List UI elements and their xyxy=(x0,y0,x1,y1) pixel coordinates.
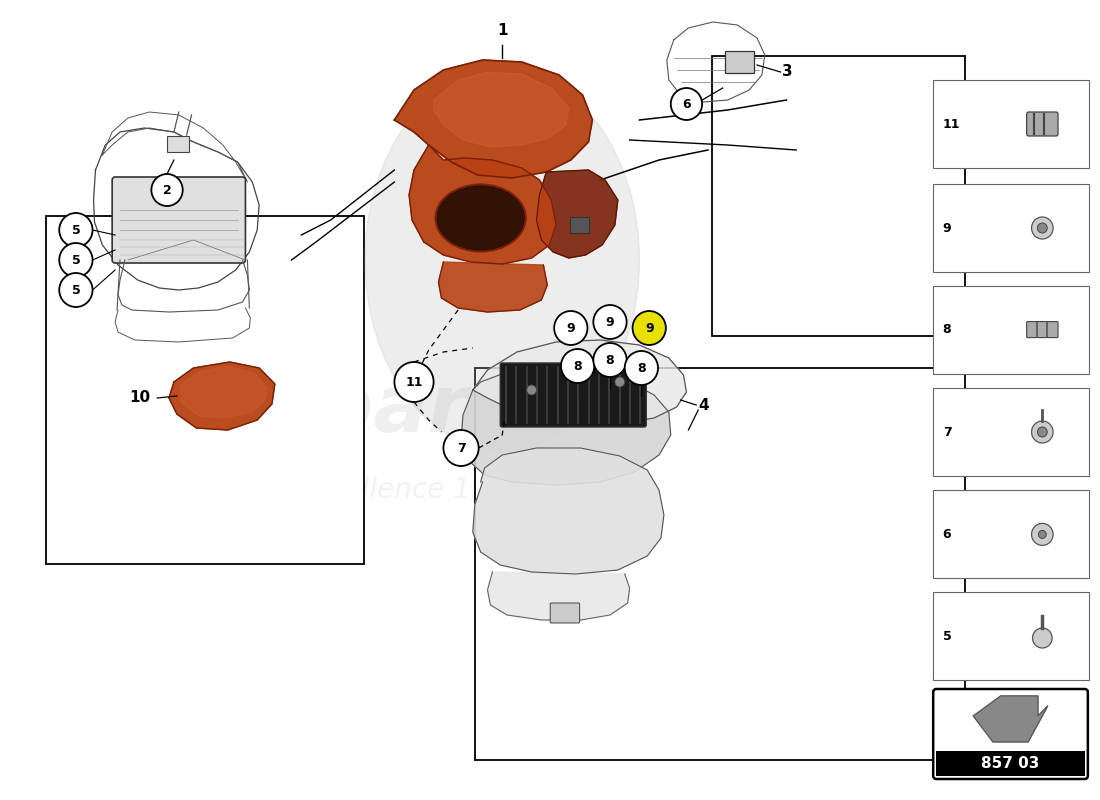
Text: 3: 3 xyxy=(782,65,793,79)
Text: 7: 7 xyxy=(456,442,465,454)
Polygon shape xyxy=(409,145,557,264)
Polygon shape xyxy=(439,262,548,312)
Text: 10: 10 xyxy=(129,390,151,406)
Polygon shape xyxy=(395,60,593,178)
Text: 1: 1 xyxy=(497,23,507,38)
Text: 8: 8 xyxy=(943,323,951,336)
Circle shape xyxy=(1033,628,1052,648)
Circle shape xyxy=(593,305,627,339)
Circle shape xyxy=(1032,421,1053,443)
Text: 11: 11 xyxy=(943,118,960,130)
FancyBboxPatch shape xyxy=(933,490,1089,578)
Circle shape xyxy=(527,385,537,395)
Circle shape xyxy=(1037,223,1047,233)
Text: 9: 9 xyxy=(606,315,614,329)
FancyBboxPatch shape xyxy=(725,51,755,73)
Polygon shape xyxy=(433,72,569,147)
FancyBboxPatch shape xyxy=(550,603,580,623)
Polygon shape xyxy=(473,448,664,574)
Circle shape xyxy=(571,373,581,383)
Polygon shape xyxy=(461,368,671,485)
Circle shape xyxy=(1032,217,1053,239)
Circle shape xyxy=(59,213,92,247)
FancyBboxPatch shape xyxy=(112,177,245,263)
Text: 8: 8 xyxy=(637,362,646,374)
Text: 5: 5 xyxy=(72,254,80,266)
Text: 8: 8 xyxy=(606,354,614,366)
FancyBboxPatch shape xyxy=(1026,322,1058,338)
Polygon shape xyxy=(537,170,618,258)
Circle shape xyxy=(1037,427,1047,437)
Circle shape xyxy=(443,430,478,466)
FancyBboxPatch shape xyxy=(933,286,1089,374)
Polygon shape xyxy=(180,366,267,418)
Circle shape xyxy=(625,351,658,385)
Text: 9: 9 xyxy=(645,322,653,334)
Text: 6: 6 xyxy=(682,98,691,110)
Text: 5: 5 xyxy=(72,283,80,297)
Text: 9: 9 xyxy=(566,322,575,334)
Polygon shape xyxy=(974,696,1048,742)
Text: 9: 9 xyxy=(943,222,951,234)
Ellipse shape xyxy=(437,186,525,250)
Text: 11: 11 xyxy=(405,375,422,389)
Text: 6: 6 xyxy=(943,528,951,541)
Circle shape xyxy=(632,311,666,345)
Text: 5: 5 xyxy=(72,223,80,237)
Polygon shape xyxy=(169,362,275,430)
FancyBboxPatch shape xyxy=(570,217,590,233)
Polygon shape xyxy=(473,340,686,426)
FancyBboxPatch shape xyxy=(475,368,966,760)
Circle shape xyxy=(152,174,183,206)
Circle shape xyxy=(561,349,594,383)
Circle shape xyxy=(395,362,433,402)
Text: 2: 2 xyxy=(163,183,172,197)
Ellipse shape xyxy=(365,70,639,450)
FancyBboxPatch shape xyxy=(500,363,647,427)
Circle shape xyxy=(1032,523,1053,546)
FancyBboxPatch shape xyxy=(933,184,1089,272)
FancyBboxPatch shape xyxy=(712,56,966,336)
Text: eurospares: eurospares xyxy=(62,371,571,449)
FancyBboxPatch shape xyxy=(1026,112,1058,136)
FancyBboxPatch shape xyxy=(46,216,364,564)
FancyBboxPatch shape xyxy=(933,592,1089,680)
Circle shape xyxy=(59,243,92,277)
Circle shape xyxy=(554,311,587,345)
FancyBboxPatch shape xyxy=(936,750,1085,776)
FancyBboxPatch shape xyxy=(933,388,1089,476)
FancyBboxPatch shape xyxy=(933,689,1088,779)
Text: a passion for excellence 1985: a passion for excellence 1985 xyxy=(108,476,524,504)
Text: 7: 7 xyxy=(943,426,951,438)
Circle shape xyxy=(593,343,627,377)
Circle shape xyxy=(615,377,625,387)
Circle shape xyxy=(1038,530,1046,538)
Text: 857 03: 857 03 xyxy=(981,756,1040,771)
Text: 5: 5 xyxy=(943,630,951,642)
Text: 8: 8 xyxy=(573,359,582,373)
Circle shape xyxy=(671,88,702,120)
FancyBboxPatch shape xyxy=(933,80,1089,168)
FancyBboxPatch shape xyxy=(167,136,188,152)
Circle shape xyxy=(59,273,92,307)
Polygon shape xyxy=(487,572,629,620)
Text: 4: 4 xyxy=(698,398,708,413)
